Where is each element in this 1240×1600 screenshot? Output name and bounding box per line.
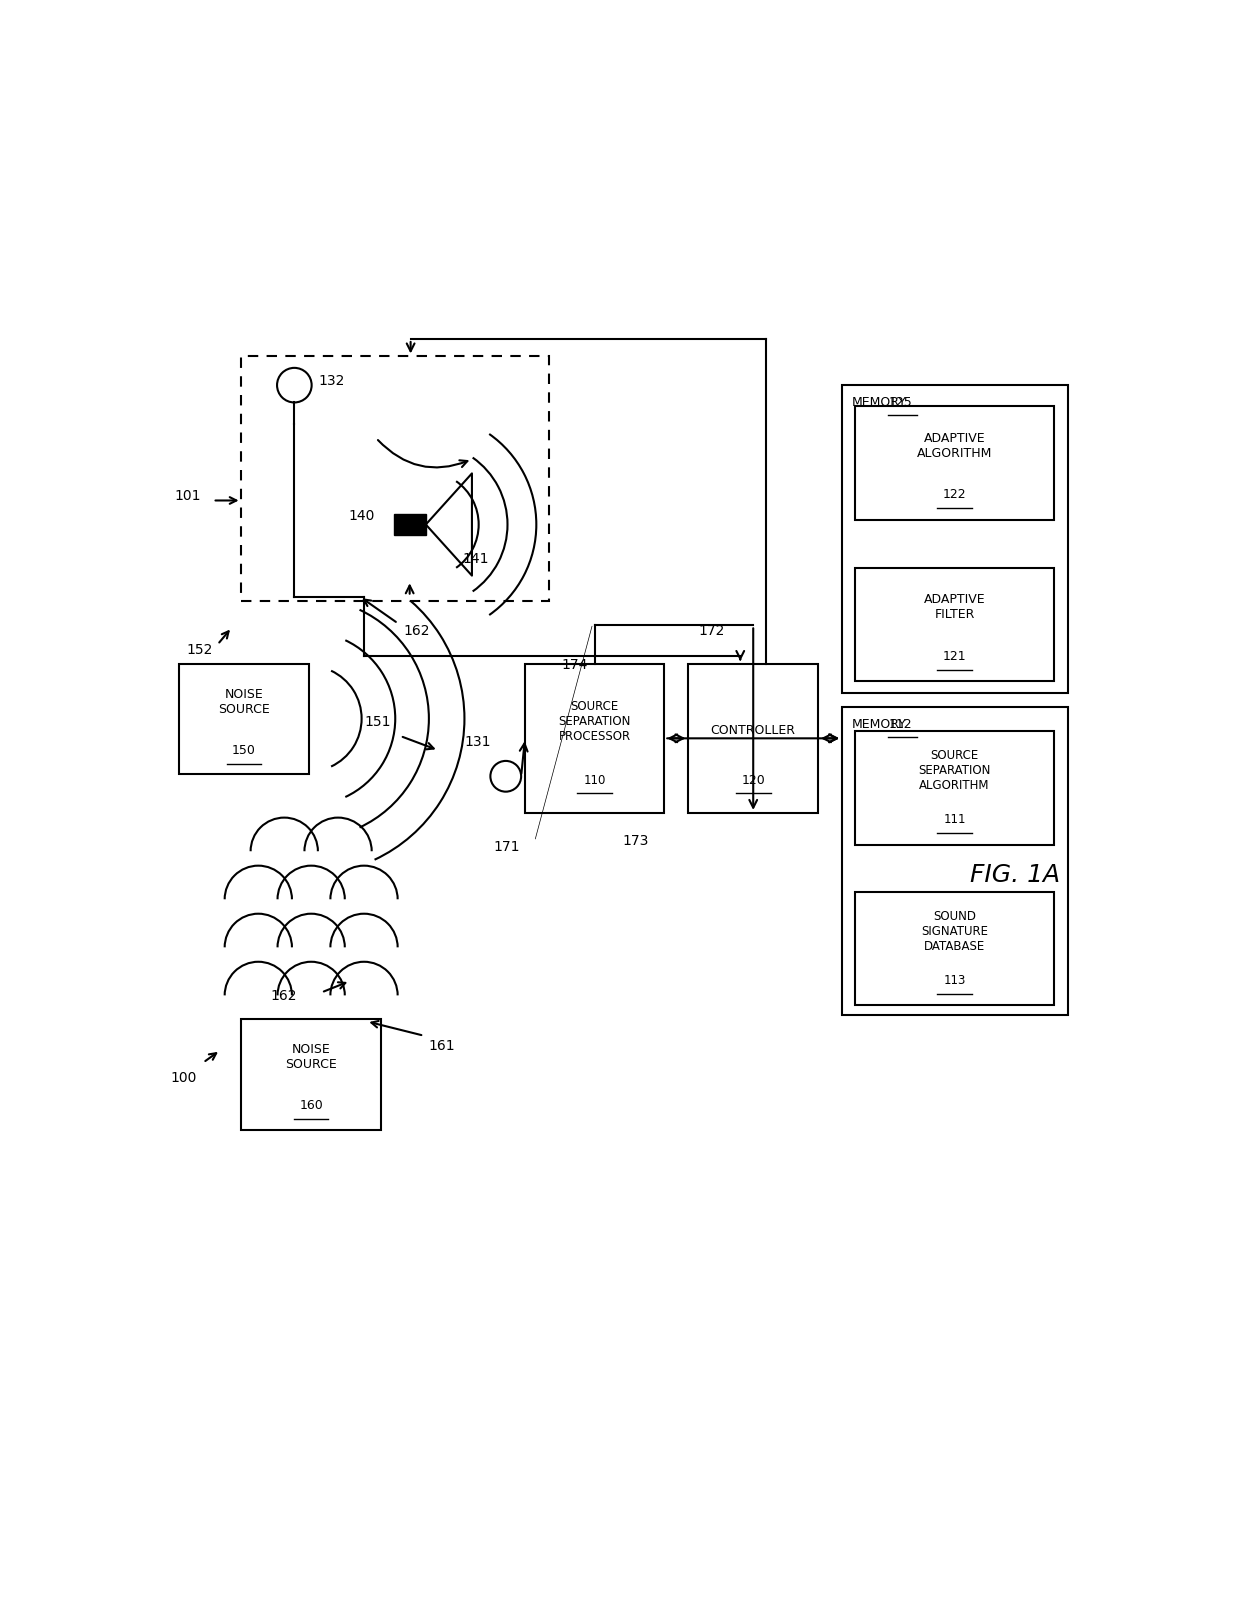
Text: FIG. 1A: FIG. 1A — [970, 864, 1060, 888]
Text: CONTROLLER: CONTROLLER — [711, 725, 796, 738]
Bar — [842, 386, 1068, 693]
Text: 120: 120 — [742, 773, 765, 787]
Text: ADAPTIVE
FILTER: ADAPTIVE FILTER — [924, 594, 986, 621]
Text: 160: 160 — [299, 1099, 324, 1112]
Text: 113: 113 — [944, 973, 966, 987]
Text: 125: 125 — [888, 395, 911, 410]
Bar — [842, 707, 1068, 1014]
Text: 151: 151 — [365, 715, 391, 730]
Polygon shape — [393, 514, 425, 536]
Bar — [688, 664, 818, 813]
Text: NOISE
SOURCE: NOISE SOURCE — [285, 1043, 337, 1072]
Text: 141: 141 — [463, 552, 489, 566]
Bar — [242, 1019, 381, 1130]
Text: 162: 162 — [270, 989, 298, 1003]
Text: 140: 140 — [348, 509, 374, 523]
Bar — [854, 731, 1054, 845]
Text: MEMORY: MEMORY — [852, 395, 906, 410]
Bar — [525, 664, 665, 813]
Bar — [854, 891, 1054, 1005]
Text: 111: 111 — [944, 813, 966, 826]
Text: SOURCE
SEPARATION
PROCESSOR: SOURCE SEPARATION PROCESSOR — [558, 699, 631, 742]
Text: 131: 131 — [465, 734, 491, 749]
Bar — [179, 664, 309, 774]
Text: 152: 152 — [186, 643, 213, 658]
Text: 110: 110 — [584, 773, 606, 787]
Text: 174: 174 — [560, 658, 588, 672]
Text: 101: 101 — [175, 490, 201, 504]
Text: 112: 112 — [888, 718, 911, 731]
Text: 100: 100 — [171, 1070, 197, 1085]
Text: NOISE
SOURCE: NOISE SOURCE — [218, 688, 270, 715]
Text: SOURCE
SEPARATION
ALGORITHM: SOURCE SEPARATION ALGORITHM — [919, 749, 991, 792]
Text: 162: 162 — [403, 624, 429, 638]
Text: 171: 171 — [494, 840, 521, 854]
Text: 173: 173 — [622, 834, 649, 848]
Text: 172: 172 — [698, 624, 724, 638]
Bar — [854, 406, 1054, 520]
Text: 150: 150 — [232, 744, 255, 757]
Text: 161: 161 — [429, 1038, 455, 1053]
Text: 122: 122 — [942, 488, 966, 501]
Text: ADAPTIVE
ALGORITHM: ADAPTIVE ALGORITHM — [916, 432, 992, 459]
Text: MEMORY: MEMORY — [852, 718, 906, 731]
Bar — [242, 357, 549, 602]
Text: SOUND
SIGNATURE
DATABASE: SOUND SIGNATURE DATABASE — [921, 909, 988, 952]
Text: 132: 132 — [319, 374, 345, 389]
Text: 121: 121 — [942, 650, 966, 662]
Bar — [854, 568, 1054, 682]
